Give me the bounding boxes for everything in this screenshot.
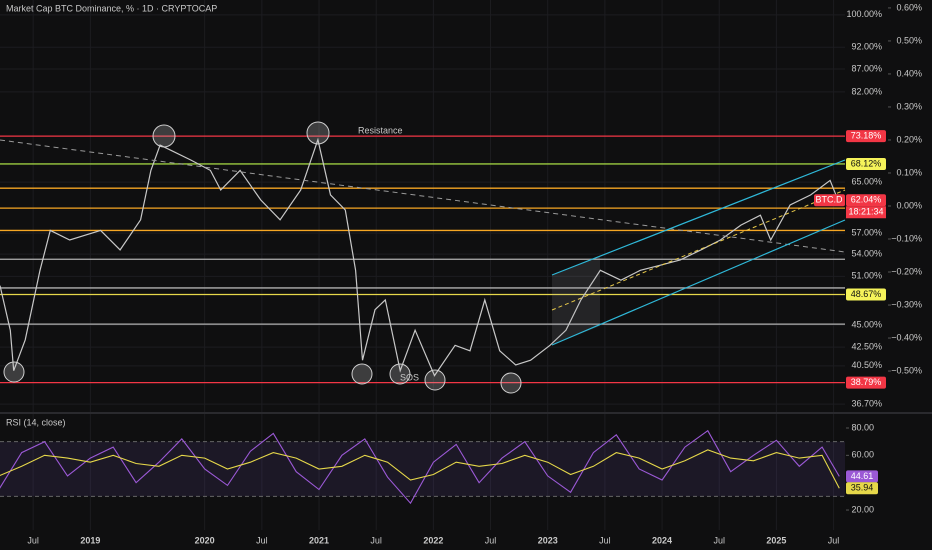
price-line (0, 137, 839, 377)
y2-tick-label: 0.40% (896, 68, 922, 78)
countdown-label: 18:21:34 (848, 207, 883, 217)
y-tick-label: 51.00% (851, 271, 882, 281)
circle (306, 121, 330, 145)
chart-title: Market Cap BTC Dominance, % · 1D · CRYPT… (6, 3, 217, 13)
channel-mid (551, 189, 846, 311)
y-tick-label: 45.00% (851, 319, 882, 329)
circle (351, 363, 373, 385)
x-tick-label: 2023 (538, 535, 558, 545)
y-tick-label: 100.00% (846, 9, 882, 19)
price-tag (846, 157, 886, 170)
annotation: Resistance (358, 125, 403, 135)
x-tick-label: 2020 (195, 535, 215, 545)
symbol-label: BTC.D (816, 195, 844, 205)
price-tag-label: 68.12% (851, 158, 882, 168)
x-tick-label: Jul (485, 535, 497, 545)
y-tick-label: 36.70% (851, 399, 882, 409)
overlay: Jul 2019 2020 Jul 2021 Jul 2022 Jul 2023 Jul 2024 J… (27, 2, 922, 545)
y-tick-label: 82.00% (851, 86, 882, 96)
channel-shade (552, 256, 600, 345)
symbol-tag (814, 194, 845, 207)
y-tick-label: 40.50% (851, 360, 882, 370)
trend-line (0, 139, 846, 253)
rsi-tag (846, 470, 878, 483)
y-tick-label: 65.00% (851, 177, 882, 187)
x-tick-label: Jul (828, 535, 840, 545)
channel-upper (551, 159, 846, 276)
y2-tick-label: 0.60% (896, 2, 922, 12)
y-tick-label: 20.00 (851, 504, 874, 514)
x-tick-label: Jul (713, 535, 725, 545)
y-tick-label: 42.50% (851, 342, 882, 352)
price-tag (846, 194, 886, 207)
rsi-line (0, 429, 840, 505)
y2-tick-label: −0.20% (891, 266, 922, 276)
x-tick-label: 2025 (766, 535, 786, 545)
circle (152, 124, 176, 148)
y2-tick-label: 0.30% (896, 101, 922, 111)
rsi-tag-label: 35.94 (851, 483, 874, 493)
x-tick-label: Jul (27, 535, 39, 545)
circle (389, 363, 411, 385)
circle (500, 372, 522, 394)
price-tag (846, 130, 886, 143)
x-tick-label: Jul (256, 535, 268, 545)
y2-tick-label: −0.50% (891, 365, 922, 375)
x-tick-label: Jul (599, 535, 611, 545)
y-tick-label: 87.00% (851, 63, 882, 73)
y-tick-label: 60.00 (851, 450, 874, 460)
y2-tick-label: −0.40% (891, 332, 922, 342)
x-tick-label: 2019 (80, 535, 100, 545)
circles (3, 121, 522, 394)
price-tag-label: 62.04% (851, 195, 882, 205)
rsi-band (0, 441, 845, 497)
price-tag-label: 38.79% (851, 377, 882, 387)
rsi-tag (846, 482, 878, 495)
circle (424, 369, 446, 391)
plot-layers (0, 0, 845, 530)
y2-tick-label: −0.10% (891, 233, 922, 243)
x-tick-label: 2024 (652, 535, 672, 545)
y-tick-label: 57.00% (851, 228, 882, 238)
y-tick-label: 54.00% (851, 249, 882, 259)
circle (3, 361, 25, 383)
y2-tick-label: 0.10% (896, 167, 922, 177)
y2-tick-label: −0.30% (891, 299, 922, 309)
x-tick-label: 2021 (309, 535, 329, 545)
y2-tick-label: 0.50% (896, 35, 922, 45)
x-tick-label: 2022 (423, 535, 443, 545)
rsi-tag-label: 44.61 (851, 471, 874, 481)
y-tick-label: 92.00% (851, 42, 882, 52)
y-tick-label: 80.00 (851, 422, 874, 432)
price-tag (846, 376, 886, 389)
price-tag-label: 73.18% (851, 130, 882, 140)
annotation: SOS (400, 372, 419, 382)
rsi-line (0, 449, 840, 489)
rsi-title: RSI (14, close) (6, 417, 66, 427)
channel-lower (551, 219, 846, 346)
x-tick-label: Jul (370, 535, 382, 545)
price-tag (846, 288, 886, 301)
price-tag-label: 48.67% (851, 289, 882, 299)
countdown-tag (846, 206, 886, 219)
y2-tick-label: 0.20% (896, 134, 922, 144)
y2-tick-label: 0.00% (896, 200, 922, 210)
